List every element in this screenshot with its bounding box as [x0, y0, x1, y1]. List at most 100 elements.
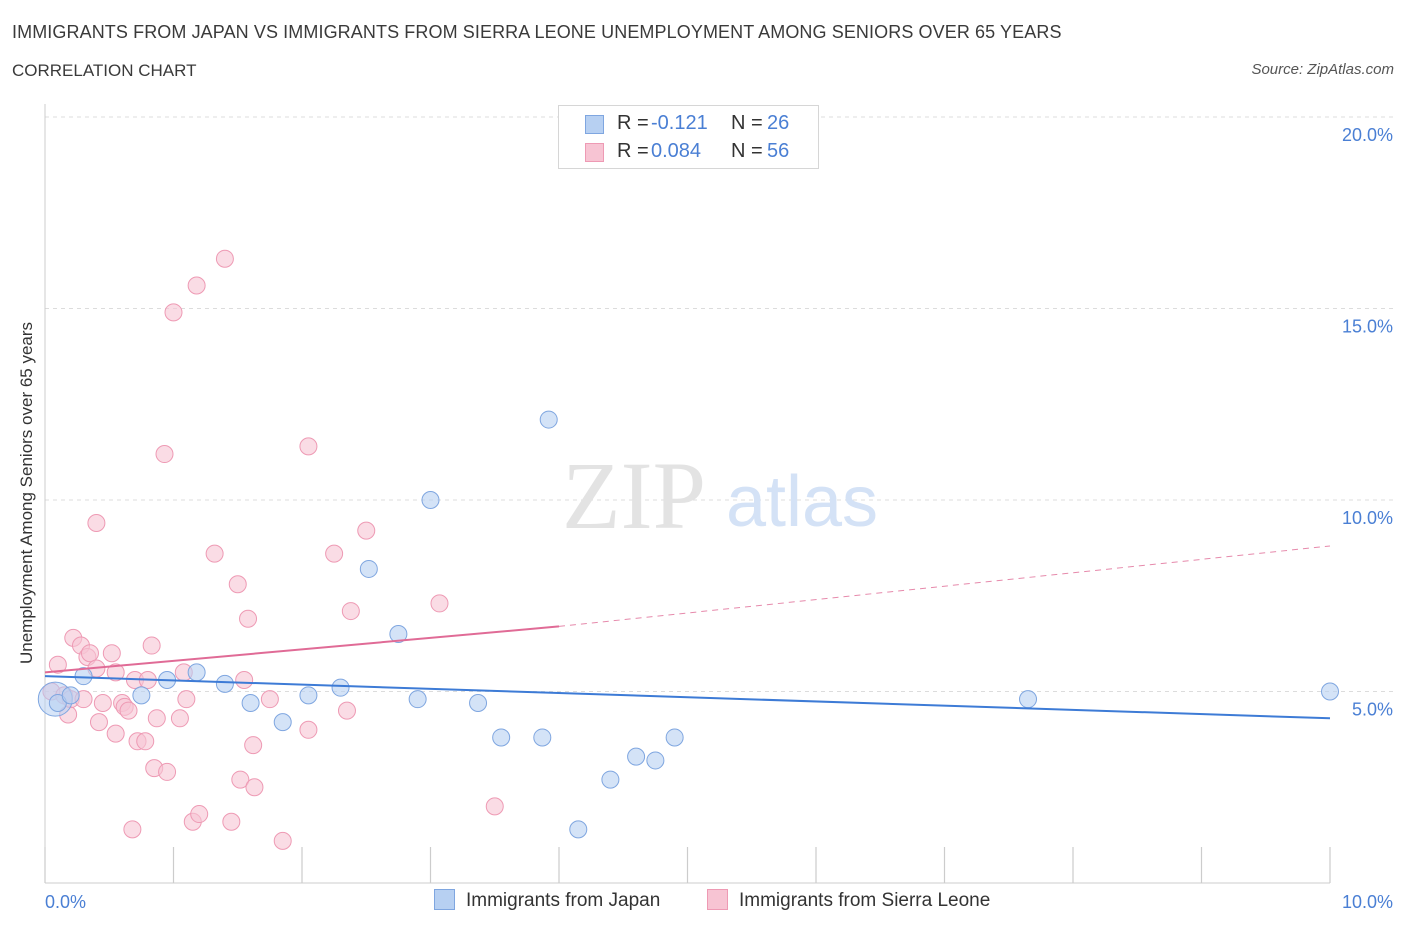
- data-point: [48, 655, 67, 674]
- data-point: [132, 686, 151, 705]
- series-legend-swatch-japan: [434, 889, 455, 910]
- data-point: [136, 732, 155, 751]
- data-point: [273, 831, 292, 850]
- data-point: [106, 663, 125, 682]
- legend-swatch-japan: [585, 115, 604, 134]
- series-japan-points: [37, 410, 1339, 839]
- y-tick-label: 5.0%: [1352, 700, 1393, 720]
- data-point: [1019, 690, 1038, 709]
- data-point: [215, 249, 234, 268]
- data-point: [408, 690, 427, 709]
- data-point: [665, 728, 684, 747]
- data-point: [158, 762, 177, 781]
- series-legend-sierra-leone: Immigrants from Sierra Leone: [707, 889, 990, 912]
- grid-lines: [45, 116, 1395, 692]
- data-point: [331, 678, 350, 697]
- data-point: [228, 575, 247, 594]
- y-axis-label: Unemployment Among Seniors over 65 years: [17, 321, 36, 665]
- legend-r-value: 0.084: [651, 140, 702, 162]
- data-point: [119, 701, 138, 720]
- legend-swatch-sierra-leone: [585, 143, 604, 162]
- data-point: [430, 594, 449, 613]
- data-point: [123, 820, 142, 839]
- chart-title: IMMIGRANTS FROM JAPAN VS IMMIGRANTS FROM…: [12, 22, 1062, 42]
- legend-r-label: R =: [617, 112, 649, 134]
- data-point: [80, 644, 99, 663]
- data-point: [170, 709, 189, 728]
- data-point: [389, 625, 408, 644]
- data-point: [627, 747, 646, 766]
- x-tick-label: 0.0%: [45, 892, 86, 912]
- data-point: [646, 751, 665, 770]
- trend-line-sierra-leone: [44, 625, 560, 674]
- series-sierra-leone-points: [42, 249, 504, 850]
- data-point: [357, 521, 376, 540]
- source-label: Source: ZipAtlas.com: [1251, 61, 1394, 78]
- data-point: [89, 713, 108, 732]
- data-point: [469, 693, 488, 712]
- data-point: [222, 812, 241, 831]
- data-point: [273, 713, 292, 732]
- trend-line-sierra-leone-extension: [558, 545, 1331, 627]
- data-point: [205, 544, 224, 563]
- data-point: [299, 437, 318, 456]
- data-point: [245, 778, 264, 797]
- series-legend-label-japan: Immigrants from Japan: [466, 890, 661, 911]
- data-point: [61, 686, 80, 705]
- data-point: [106, 724, 125, 743]
- data-point: [569, 820, 588, 839]
- data-point: [190, 805, 209, 824]
- data-point: [539, 410, 558, 429]
- data-point: [341, 602, 360, 621]
- data-point: [533, 728, 552, 747]
- data-point: [601, 770, 620, 789]
- data-point: [260, 690, 279, 709]
- series-legend-swatch-sierra-leone: [707, 889, 728, 910]
- data-point: [187, 276, 206, 295]
- chart-subtitle: CORRELATION CHART: [12, 61, 197, 80]
- data-point: [299, 686, 318, 705]
- watermark: ZIP atlas: [562, 442, 878, 549]
- legend-n-value: 56: [767, 140, 790, 162]
- data-point: [241, 693, 260, 712]
- data-point: [177, 690, 196, 709]
- data-point: [1321, 682, 1339, 701]
- axes: [44, 104, 1331, 884]
- tick-labels: 5.0% 10.0% 15.0% 20.0% 0.0% 10.0%: [45, 125, 1393, 912]
- data-point: [187, 663, 206, 682]
- data-point: [325, 544, 344, 563]
- data-point: [421, 491, 440, 509]
- data-point: [102, 644, 121, 663]
- data-point: [485, 797, 504, 816]
- data-point: [142, 636, 161, 655]
- watermark-atlas: atlas: [726, 462, 878, 542]
- series-legend-label-sierra-leone: Immigrants from Sierra Leone: [739, 890, 991, 911]
- data-point: [299, 720, 318, 739]
- data-point: [215, 674, 234, 693]
- data-point: [155, 445, 174, 464]
- data-point: [235, 671, 254, 690]
- legend-n-label: N =: [731, 112, 763, 134]
- data-point: [164, 303, 183, 322]
- data-point: [492, 728, 511, 747]
- data-point: [337, 701, 356, 720]
- data-point: [244, 736, 263, 755]
- data-point: [147, 709, 166, 728]
- y-tick-label: 20.0%: [1342, 125, 1393, 145]
- data-point: [87, 513, 106, 532]
- y-tick-label: 15.0%: [1342, 317, 1393, 337]
- x-tick-label: 10.0%: [1342, 892, 1393, 912]
- legend-n-label: N =: [731, 140, 763, 162]
- data-point: [93, 693, 112, 712]
- data-point: [359, 559, 378, 578]
- legend-n-value: 26: [767, 112, 790, 134]
- trend-lines: [44, 545, 1331, 720]
- series-legend-japan: Immigrants from Japan: [434, 889, 660, 912]
- correlation-legend: R = -0.121 N = 26 R = 0.084 N = 56: [558, 105, 819, 169]
- legend-r-value: -0.121: [651, 112, 708, 134]
- y-tick-label: 10.0%: [1342, 508, 1393, 528]
- legend-r-label: R =: [617, 140, 649, 162]
- data-point: [231, 770, 250, 789]
- data-point: [239, 609, 258, 628]
